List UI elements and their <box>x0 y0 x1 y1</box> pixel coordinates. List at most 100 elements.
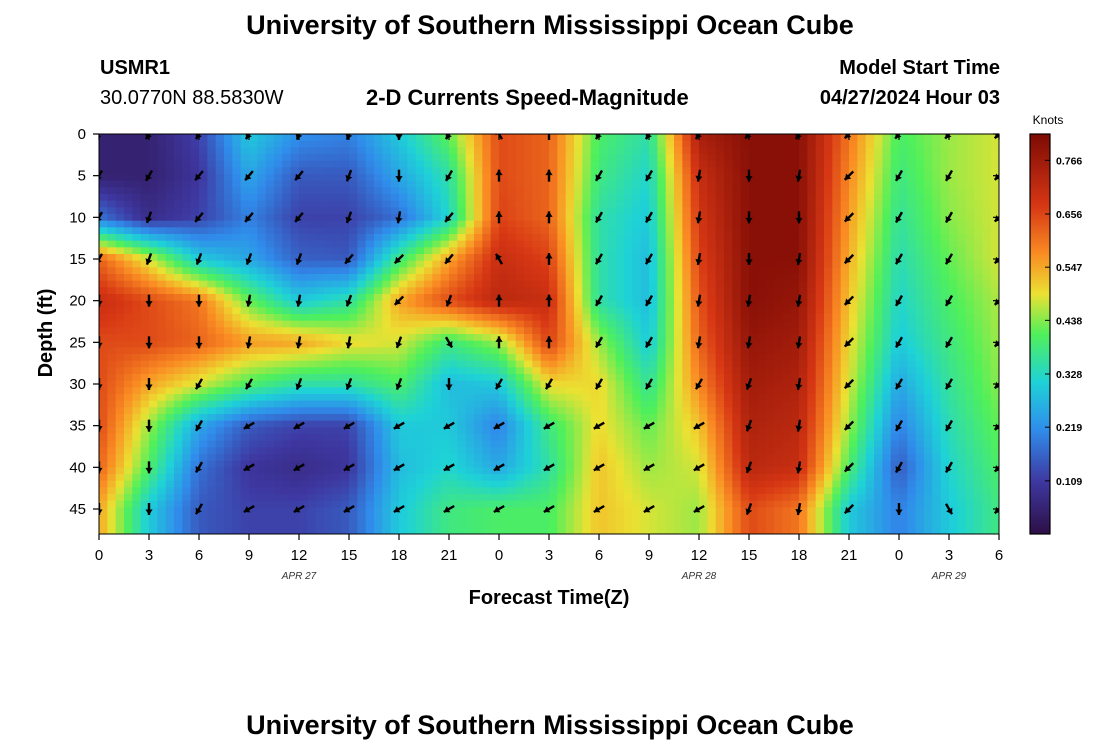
heatmap-cell <box>882 140 892 148</box>
heatmap-cell <box>840 374 850 382</box>
heatmap-cell <box>665 414 675 422</box>
heatmap-cell <box>107 440 117 448</box>
heatmap-cell <box>524 414 533 422</box>
heatmap-cell <box>807 140 817 148</box>
heatmap-cell <box>415 334 425 342</box>
heatmap-cell <box>282 214 292 222</box>
heatmap-cell <box>432 274 442 282</box>
heatmap-cell <box>240 187 250 195</box>
heatmap-cell <box>407 327 417 335</box>
heatmap-cell <box>649 247 658 255</box>
heatmap-cell <box>874 194 883 202</box>
heatmap-cell <box>349 267 358 275</box>
heatmap-cell <box>865 140 875 148</box>
heatmap-cell <box>407 360 417 368</box>
heatmap-cell <box>399 174 408 182</box>
heatmap-cell <box>790 167 800 175</box>
heatmap-cell <box>624 300 633 308</box>
heatmap-cell <box>515 267 525 275</box>
heatmap-cell <box>882 274 892 282</box>
heatmap-cell <box>199 234 208 242</box>
heatmap-cell <box>790 214 800 222</box>
heatmap-cell <box>732 427 742 435</box>
heatmap-cell <box>724 400 733 408</box>
heatmap-cell <box>907 300 917 308</box>
heatmap-cell <box>482 394 492 402</box>
heatmap-cell <box>182 327 192 335</box>
heatmap-cell <box>124 434 133 442</box>
heatmap-cell <box>124 247 133 255</box>
heatmap-cell <box>190 167 200 175</box>
heatmap-cell <box>715 387 725 395</box>
heatmap-cell <box>582 247 592 255</box>
heatmap-cell <box>749 247 758 255</box>
heatmap-cell <box>715 320 725 328</box>
heatmap-cell <box>857 160 867 168</box>
heatmap-cell <box>232 274 242 282</box>
heatmap-cell <box>965 394 975 402</box>
heatmap-cell <box>990 354 999 362</box>
heatmap-cell <box>165 147 175 155</box>
heatmap-cell <box>590 394 600 402</box>
heatmap-cell <box>215 420 225 428</box>
heatmap-cell <box>990 427 999 435</box>
heatmap-cell <box>149 227 158 235</box>
heatmap-cell <box>774 227 783 235</box>
heatmap-cell <box>990 287 999 295</box>
heatmap-cell <box>640 300 650 308</box>
heatmap-cell <box>440 187 450 195</box>
heatmap-cell <box>890 187 900 195</box>
heatmap-cell <box>624 287 633 295</box>
heatmap-cell <box>732 380 742 388</box>
heatmap-cell <box>332 334 342 342</box>
heatmap-cell <box>215 334 225 342</box>
heatmap-cell <box>899 254 908 262</box>
heatmap-cell <box>157 440 167 448</box>
heatmap-cell <box>157 287 167 295</box>
heatmap-cell <box>524 167 533 175</box>
heatmap-cell <box>532 134 542 142</box>
heatmap-cell <box>415 380 425 388</box>
heatmap-cell <box>865 414 875 422</box>
heatmap-cell <box>715 227 725 235</box>
heatmap-cell <box>815 420 825 428</box>
heatmap-cell <box>632 327 642 335</box>
heatmap-cell <box>257 167 267 175</box>
heatmap-cell <box>157 207 167 215</box>
heatmap-cell <box>940 214 950 222</box>
heatmap-cell <box>307 147 317 155</box>
heatmap-cell <box>215 134 225 142</box>
heatmap-cell <box>682 147 692 155</box>
heatmap-cell <box>415 394 425 402</box>
heatmap-cell <box>715 374 725 382</box>
heatmap-cell <box>449 380 458 388</box>
heatmap-cell <box>199 420 208 428</box>
heatmap-cell <box>332 247 342 255</box>
heatmap-cell <box>899 154 908 162</box>
heatmap-cell <box>590 320 600 328</box>
heatmap-cell <box>407 414 417 422</box>
heatmap-cell <box>774 320 783 328</box>
heatmap-cell <box>599 300 608 308</box>
heatmap-cell <box>640 260 650 268</box>
heatmap-cell <box>724 394 733 402</box>
heatmap-cell <box>882 254 892 262</box>
model-start-value: 04/27/2024 Hour 03 <box>819 87 1000 109</box>
heatmap-cell <box>924 207 933 215</box>
heatmap-cell <box>974 134 983 142</box>
heatmap-cell <box>732 187 742 195</box>
heatmap-cell <box>165 380 175 388</box>
heatmap-cell <box>132 334 142 342</box>
heatmap-cell <box>157 347 167 355</box>
heatmap-cell <box>540 367 550 375</box>
heatmap-cell <box>474 280 483 288</box>
heatmap-cell <box>332 194 342 202</box>
heatmap-cell <box>574 167 583 175</box>
heatmap-cell <box>99 294 108 302</box>
heatmap-cell <box>965 234 975 242</box>
heatmap-cell <box>657 420 667 428</box>
heatmap-cell <box>199 427 208 435</box>
heatmap-cell <box>299 387 308 395</box>
heatmap-cell <box>757 414 767 422</box>
heatmap-cell <box>582 334 592 342</box>
